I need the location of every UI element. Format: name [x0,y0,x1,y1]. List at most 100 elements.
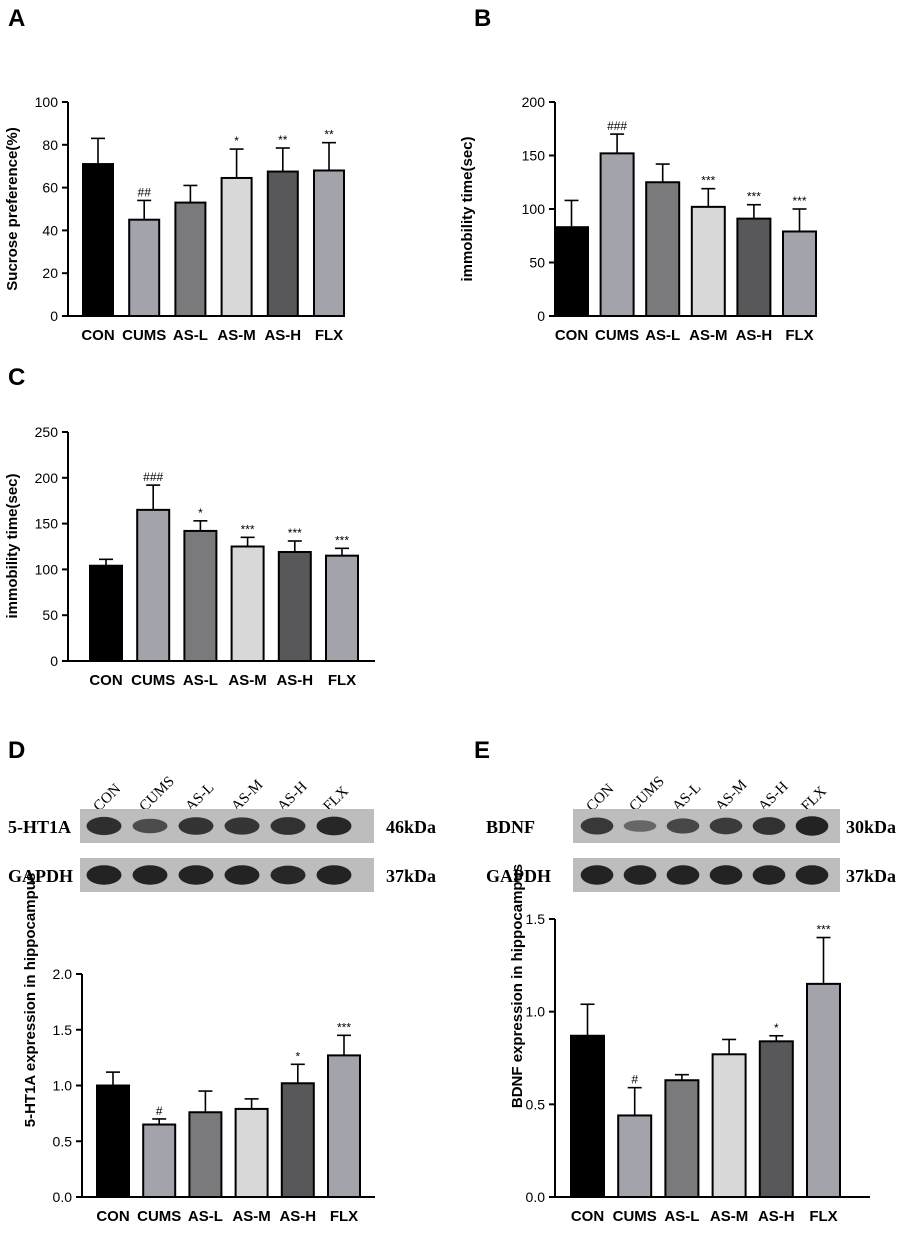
y-tick-label: 60 [42,180,58,196]
category-label: AS-M [710,1208,748,1225]
category-label: FLX [328,672,356,689]
bar [758,1040,794,1198]
y-tick-label: 50 [42,607,58,623]
y-tick-label: 50 [529,255,545,271]
y-tick-label: 1.0 [526,1004,546,1020]
bar [89,564,123,663]
blot-band [224,865,260,885]
blot-band [224,817,260,835]
bar [690,205,726,317]
bar [220,176,253,317]
bar [136,508,171,662]
category-label: CUMS [595,327,639,344]
significance-marker: * [774,1021,779,1035]
blot-band [752,865,786,885]
blot-band [795,865,829,885]
significance-marker: ### [607,119,627,133]
bar [82,163,114,317]
blot-band [752,817,786,835]
category-label: FLX [315,327,343,344]
category-label: AS-M [217,327,255,344]
bar [188,1111,223,1199]
molecular-weight-label: 37kDa [386,866,436,886]
y-tick-label: 1.5 [53,1022,73,1038]
blot-band [270,817,306,835]
bar [736,217,772,318]
category-label: AS-L [664,1208,699,1225]
category-label: AS-L [645,327,680,344]
significance-marker: * [198,506,203,520]
blot-band [623,820,657,832]
y-tick-label: 2.0 [53,966,73,982]
blot-band [316,865,352,885]
bar [174,201,207,317]
molecular-weight-label: 30kDa [846,817,896,837]
y-axis-label: immobility time(sec) [459,136,476,281]
y-axis-label: BDNF expression in hippocampus [509,864,526,1108]
significance-marker: * [295,1049,300,1063]
significance-marker: * [234,134,239,148]
bar [806,982,841,1198]
blot-band [132,818,168,834]
significance-marker: *** [816,923,830,937]
blot-band [623,865,657,885]
blot-band [666,865,700,885]
bar [327,1054,361,1199]
category-label: CON [89,672,122,689]
blot-band [666,818,700,834]
panel-label-d: D [8,737,25,764]
category-label: CUMS [137,1208,181,1225]
significance-marker: ** [278,133,288,147]
y-tick-label: 100 [35,561,59,577]
category-label: FLX [809,1208,837,1225]
bar [570,1034,605,1199]
category-label: AS-H [279,1208,316,1225]
y-axis-label: immobility time(sec) [4,473,21,618]
blot-band [270,865,306,885]
category-label: CUMS [122,327,166,344]
category-label: AS-H [276,672,313,689]
bar [617,1114,653,1199]
y-axis-label: 5-HT1A expression in hippocampus [22,873,39,1128]
y-tick-label: 200 [35,470,59,486]
y-tick-label: 1.5 [526,911,546,927]
chart-tail-suspension-immobility: 0 50 100 150 200 250 immobility time(sec) CON ##… [4,424,375,689]
blot-band [132,865,168,885]
significance-marker: *** [337,1020,351,1034]
y-tick-label: 0.0 [53,1189,73,1205]
category-label: CUMS [613,1208,657,1225]
bar [782,230,817,317]
category-label: AS-H [264,327,301,344]
panel-label-b: B [474,5,491,32]
y-tick-label: 0.5 [526,1096,546,1112]
chart-5ht1a-expression: 0.0 0.5 1.0 1.5 2.0 5-HT1A expression in hipp… [22,873,375,1225]
blot-strip [573,809,840,843]
protein-label: 5-HT1A [8,817,71,837]
bar [96,1084,130,1198]
protein-label: BDNF [486,817,535,837]
bar [554,226,589,317]
blot-band [580,817,614,835]
lane-label: CUMS [627,773,668,814]
bar [230,545,265,662]
category-label: AS-L [183,672,218,689]
bar [599,152,635,317]
significance-marker: *** [792,194,806,208]
significance-marker: ## [138,185,152,199]
bar [711,1053,747,1198]
category-label: AS-H [736,327,773,344]
chart-sucrose-preference: 0 20 40 60 80 100 Sucrose preference(%) CON ## CU… [4,94,345,344]
category-label: AS-H [758,1208,795,1225]
y-tick-label: 150 [35,516,59,532]
y-tick-label: 20 [42,265,58,281]
molecular-weight-label: 46kDa [386,817,436,837]
y-tick-label: 150 [522,148,546,164]
y-tick-label: 200 [522,94,546,110]
y-tick-label: 0.0 [526,1189,546,1205]
category-label: AS-M [228,672,266,689]
blot-band [86,865,122,885]
significance-marker: # [631,1073,638,1087]
